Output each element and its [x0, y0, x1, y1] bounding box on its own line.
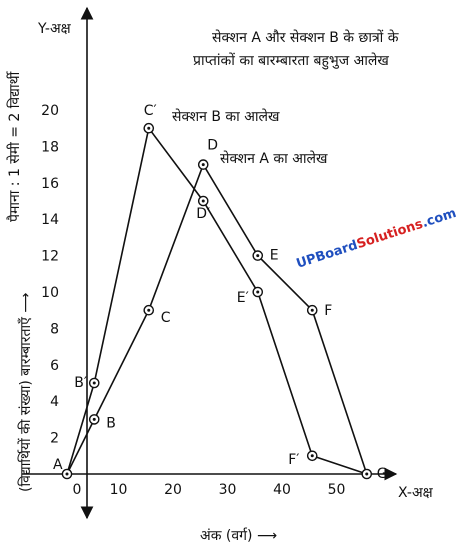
point-labels: A B C D E F G B′ C′ D′ E′ F′	[53, 103, 388, 482]
data-point-dot	[92, 381, 96, 385]
point-label: B	[106, 415, 116, 431]
y-tick-label: 10	[41, 285, 59, 301]
point-label: F′	[288, 452, 299, 468]
data-point-dot	[310, 454, 314, 458]
scale-note: पैमाना : 1 सेमी = 2 विद्यार्थी	[6, 70, 23, 222]
data-point-dot	[65, 472, 69, 476]
data-point	[197, 195, 209, 207]
y-tick-label: 20	[41, 103, 59, 119]
data-point-dot	[201, 163, 205, 167]
data-point	[197, 159, 209, 170]
x-tick-label: 10	[110, 482, 128, 498]
point-label: B′	[74, 375, 87, 391]
y-tick-label: 18	[41, 139, 59, 155]
data-point-dot	[92, 417, 96, 421]
x-tick-label: 0	[73, 482, 82, 498]
data-point	[306, 450, 318, 462]
x-tick-label: 50	[328, 482, 346, 498]
point-label: A	[53, 457, 63, 473]
x-tick-label: 20	[164, 482, 182, 498]
point-label: E	[270, 248, 279, 264]
point-label: D′	[196, 206, 210, 222]
x-tick-label: 30	[219, 482, 237, 498]
data-point	[306, 304, 318, 316]
ticks-layer: 0 10 20 30 40 50 2 4 6 8 10 12 14 16 18 20	[41, 103, 345, 498]
y-tick-label: 12	[41, 249, 59, 265]
watermark: UPBoardSolutions.com	[295, 206, 459, 272]
y-tick-label: 16	[41, 176, 59, 192]
series-points	[61, 122, 373, 480]
data-point-dot	[201, 199, 205, 203]
y-axis-label: (विद्यार्थियों की संख्या) बारम्बारताएँ ⟶	[17, 293, 34, 492]
y-tick-label: 4	[50, 394, 59, 410]
point-label: F	[324, 303, 332, 319]
y-tick-label: 14	[41, 212, 59, 228]
data-point	[361, 468, 373, 480]
data-point	[252, 250, 264, 261]
data-point	[143, 304, 155, 316]
y-tick-label: 6	[50, 358, 59, 374]
data-point	[143, 122, 155, 134]
point-label: E′	[237, 290, 249, 306]
data-point-dot	[310, 308, 314, 312]
watermark-part-1: UPBoard	[295, 238, 360, 272]
point-label: C′	[144, 103, 157, 119]
x-axis-label: अंक (वर्ग) ⟶	[200, 527, 277, 544]
watermark-part-3: .com	[420, 206, 458, 231]
data-point-dot	[147, 308, 151, 312]
data-point	[88, 377, 100, 389]
x-axis-name: X-अक्ष	[398, 485, 434, 501]
legend-section-b: सेक्शन B का आलेख	[172, 108, 280, 125]
data-point-dot	[256, 290, 260, 294]
y-tick-label: 8	[50, 321, 59, 337]
x-tick-label: 40	[273, 482, 291, 498]
point-label: D	[207, 138, 218, 154]
legend-section-a: सेक्शन A का आलेख	[220, 150, 328, 167]
y-axis-name: Y-अक्ष	[37, 21, 72, 37]
y-tick-label: 2	[50, 431, 59, 447]
data-point	[88, 414, 100, 425]
point-label: G	[377, 466, 388, 482]
point-label: C	[161, 310, 171, 326]
data-point-dot	[256, 254, 260, 258]
data-point	[61, 468, 73, 480]
chart-title-line-2: प्राप्तांकों का बारम्बारता बहुभुज आलेख	[193, 52, 389, 70]
chart-title-line-1: सेक्शन A और सेक्शन B के छात्रों के	[212, 29, 399, 46]
data-point-dot	[147, 126, 151, 130]
data-point-dot	[365, 472, 369, 476]
watermark-part-2: Solutions	[355, 217, 425, 253]
data-point	[252, 286, 264, 298]
